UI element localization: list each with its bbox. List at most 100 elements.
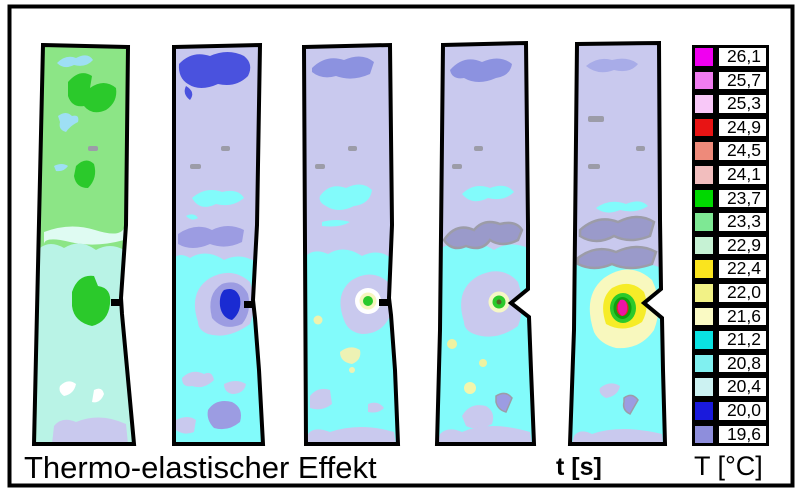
gray-band: [576, 245, 658, 270]
blob: [190, 164, 201, 169]
specimen-frame-4: [434, 40, 537, 446]
cool-lower-region: [306, 249, 398, 444]
legend-value: 23,7: [716, 186, 769, 211]
legend-row: 24,9: [692, 115, 769, 140]
legend-value: 19,6: [716, 422, 769, 447]
specimen-outline: [31, 42, 137, 446]
legend-row: 19,6: [692, 422, 769, 447]
legend-value: 21,2: [716, 328, 769, 352]
blob: [452, 164, 462, 169]
blob: [72, 275, 111, 326]
blob: [599, 383, 620, 398]
legend-value: 21,6: [716, 304, 769, 329]
legend-color-swatch: [692, 351, 716, 376]
blob: [462, 185, 514, 202]
blob: [437, 426, 532, 444]
blob: [479, 359, 487, 367]
blob: [588, 164, 600, 169]
blob: [322, 220, 350, 227]
blob: [572, 429, 663, 444]
blob: [588, 116, 604, 122]
blob: [349, 367, 355, 373]
legend-row: 20,0: [692, 398, 769, 423]
legend-color-swatch: [692, 139, 716, 163]
blob: [596, 201, 648, 213]
specimen-outline: [434, 40, 537, 446]
specimen-frame-5: [567, 40, 668, 446]
cooling-spot-core: [219, 289, 241, 320]
legend-color-swatch: [692, 92, 716, 116]
specimen-outline: [567, 40, 668, 446]
blob: [319, 184, 372, 210]
notch-tick: [379, 299, 391, 306]
figure-title: Thermo-elastischer Effekt: [24, 450, 377, 485]
legend-value: 25,3: [716, 92, 769, 116]
blob: [44, 226, 124, 245]
blob: [178, 226, 244, 248]
legend-row: 21,2: [692, 328, 769, 352]
blob: [636, 146, 645, 151]
blob: [306, 427, 396, 444]
legend-value: 20,4: [716, 375, 769, 399]
blob: [186, 214, 198, 220]
blob: [88, 146, 98, 151]
legend-row: 23,7: [692, 186, 769, 211]
hotspot-core: [363, 296, 373, 306]
legend-row: 20,8: [692, 351, 769, 376]
legend-color-swatch: [692, 375, 716, 399]
cool-lower-region: [34, 243, 134, 444]
blob: [192, 190, 244, 207]
blob: [224, 381, 246, 394]
legend-row: 24,1: [692, 162, 769, 187]
legend-row: 26,1: [692, 45, 769, 69]
legend-row: 21,6: [692, 304, 769, 329]
legend-row: 22,9: [692, 233, 769, 258]
specimen-frame-1: [31, 42, 137, 446]
legend-color-swatch: [692, 304, 716, 329]
legend-row: 25,3: [692, 92, 769, 116]
specimen-outline: [172, 42, 266, 446]
specimen-frame-3: [301, 42, 401, 446]
legend-color-swatch: [692, 210, 716, 234]
legend-color-swatch: [692, 68, 716, 93]
blob: [176, 417, 196, 434]
notch-tick: [111, 299, 123, 306]
blob: [221, 146, 230, 151]
blob: [312, 56, 374, 79]
legend-row: 22,0: [692, 280, 769, 305]
gray-band: [578, 215, 656, 243]
legend-value: 23,3: [716, 210, 769, 234]
blob: [54, 164, 68, 172]
legend-value: 25,7: [716, 68, 769, 93]
blob: [586, 58, 638, 73]
legend-value: 20,0: [716, 398, 769, 423]
legend-row: 22,4: [692, 257, 769, 281]
hotspot-core: [617, 299, 628, 316]
legend-color-swatch: [692, 398, 716, 423]
legend-value: 22,0: [716, 280, 769, 305]
blob: [207, 401, 241, 430]
legend-row: 24,5: [692, 139, 769, 163]
blob: [182, 371, 214, 388]
blob: [450, 58, 512, 82]
blob: [68, 73, 117, 113]
legend-color-swatch: [692, 186, 716, 211]
legend-value: 22,4: [716, 257, 769, 281]
blob: [310, 388, 332, 410]
time-axis-label: t [s]: [556, 453, 602, 481]
legend-row: 25,7: [692, 68, 769, 93]
blob: [315, 164, 325, 169]
legend-value: 24,9: [716, 115, 769, 140]
blob: [313, 315, 323, 325]
legend-value: 20,8: [716, 351, 769, 376]
legend-color-swatch: [692, 115, 716, 140]
colorbar-unit-label: T [°C]: [694, 451, 763, 481]
legend-color-swatch: [692, 257, 716, 281]
legend-color-swatch: [692, 233, 716, 258]
legend-color-swatch: [692, 422, 716, 447]
legend-color-swatch: [692, 280, 716, 305]
legend-value: 22,9: [716, 233, 769, 258]
legend-value: 26,1: [716, 45, 769, 69]
blob: [464, 382, 476, 394]
